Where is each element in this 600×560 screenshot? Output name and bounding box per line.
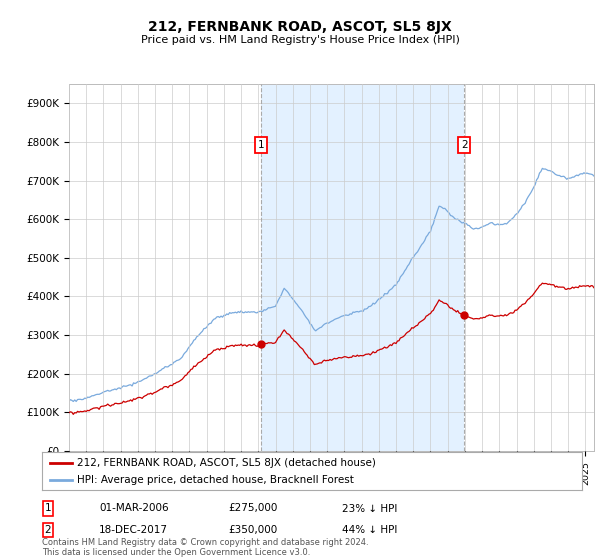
Text: £275,000: £275,000 bbox=[228, 503, 277, 514]
Text: Contains HM Land Registry data © Crown copyright and database right 2024.
This d: Contains HM Land Registry data © Crown c… bbox=[42, 538, 368, 557]
Text: 2: 2 bbox=[461, 140, 467, 150]
Text: 212, FERNBANK ROAD, ASCOT, SL5 8JX (detached house): 212, FERNBANK ROAD, ASCOT, SL5 8JX (deta… bbox=[77, 458, 376, 468]
Text: Price paid vs. HM Land Registry's House Price Index (HPI): Price paid vs. HM Land Registry's House … bbox=[140, 35, 460, 45]
Bar bbox=[261, 84, 464, 451]
Text: 2: 2 bbox=[44, 525, 52, 535]
Text: 01-MAR-2006: 01-MAR-2006 bbox=[99, 503, 169, 514]
Text: 212, FERNBANK ROAD, ASCOT, SL5 8JX: 212, FERNBANK ROAD, ASCOT, SL5 8JX bbox=[148, 20, 452, 34]
Text: 1: 1 bbox=[258, 140, 265, 150]
Text: 1: 1 bbox=[44, 503, 52, 514]
Text: £350,000: £350,000 bbox=[228, 525, 277, 535]
Text: HPI: Average price, detached house, Bracknell Forest: HPI: Average price, detached house, Brac… bbox=[77, 475, 354, 486]
Text: 44% ↓ HPI: 44% ↓ HPI bbox=[342, 525, 397, 535]
Text: 23% ↓ HPI: 23% ↓ HPI bbox=[342, 503, 397, 514]
Text: 18-DEC-2017: 18-DEC-2017 bbox=[99, 525, 168, 535]
